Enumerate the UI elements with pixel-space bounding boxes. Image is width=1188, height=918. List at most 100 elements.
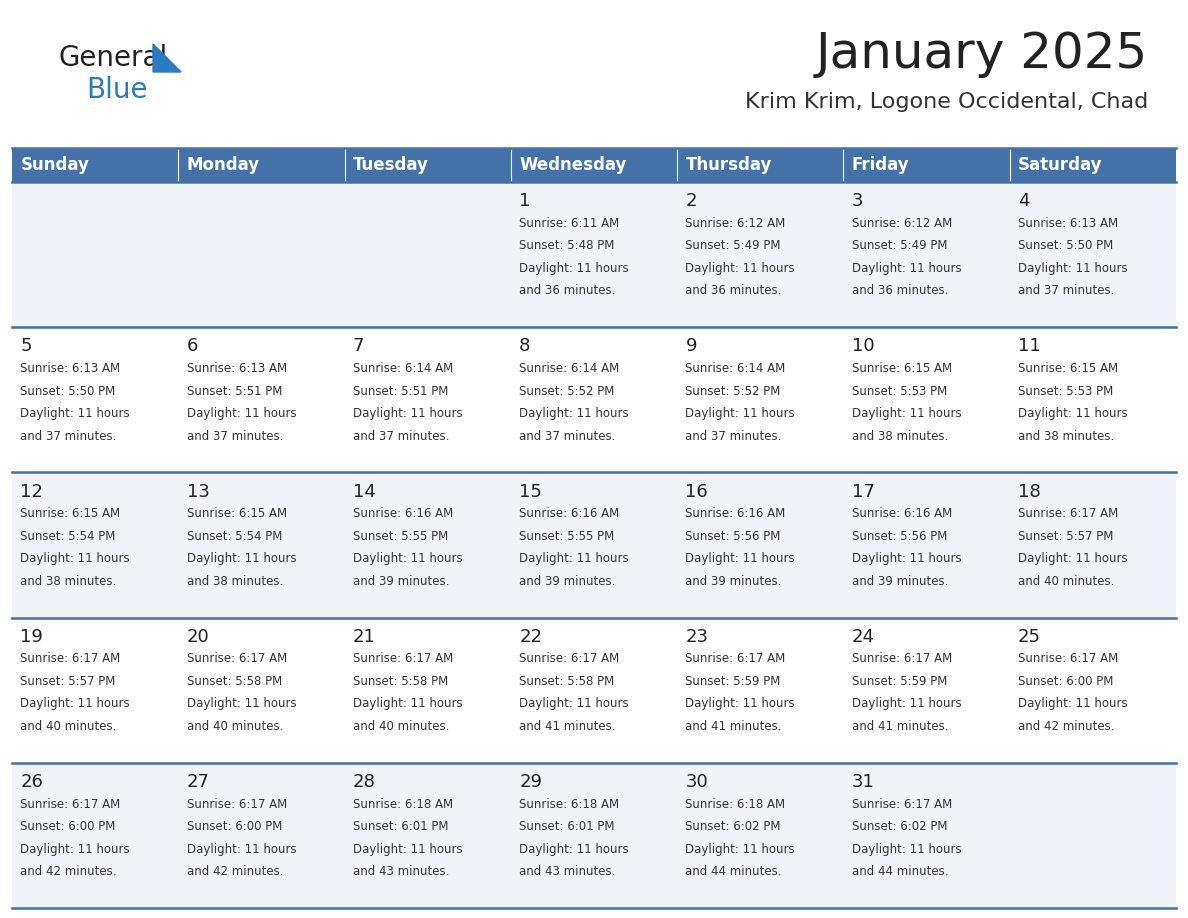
- Text: 8: 8: [519, 337, 531, 355]
- Bar: [345, 618, 511, 763]
- Text: Sunrise: 6:17 AM: Sunrise: 6:17 AM: [1018, 508, 1118, 521]
- Text: Sunset: 5:57 PM: Sunset: 5:57 PM: [20, 675, 115, 688]
- Text: Sunset: 5:54 PM: Sunset: 5:54 PM: [20, 530, 115, 543]
- Text: and 37 minutes.: and 37 minutes.: [519, 430, 615, 442]
- Text: Krim Krim, Logone Occidental, Chad: Krim Krim, Logone Occidental, Chad: [745, 92, 1148, 112]
- Bar: [843, 618, 1010, 763]
- Text: 23: 23: [685, 628, 708, 645]
- Text: Sunset: 6:01 PM: Sunset: 6:01 PM: [353, 820, 448, 834]
- Text: 16: 16: [685, 483, 708, 500]
- Text: Sunset: 6:02 PM: Sunset: 6:02 PM: [685, 820, 781, 834]
- Bar: [1010, 148, 1176, 182]
- Text: and 41 minutes.: and 41 minutes.: [852, 720, 948, 733]
- Bar: [843, 327, 1010, 473]
- Text: Sunrise: 6:17 AM: Sunrise: 6:17 AM: [187, 653, 286, 666]
- Text: Sunrise: 6:11 AM: Sunrise: 6:11 AM: [519, 217, 619, 230]
- Text: Daylight: 11 hours: Daylight: 11 hours: [1018, 262, 1127, 274]
- Text: Daylight: 11 hours: Daylight: 11 hours: [519, 843, 628, 856]
- Text: Daylight: 11 hours: Daylight: 11 hours: [685, 843, 795, 856]
- Text: 12: 12: [20, 483, 43, 500]
- Text: Sunrise: 6:14 AM: Sunrise: 6:14 AM: [353, 362, 453, 375]
- Text: 13: 13: [187, 483, 209, 500]
- Text: and 37 minutes.: and 37 minutes.: [20, 430, 116, 442]
- Text: Sunset: 5:54 PM: Sunset: 5:54 PM: [187, 530, 282, 543]
- Bar: [1010, 327, 1176, 473]
- Text: and 40 minutes.: and 40 minutes.: [1018, 575, 1114, 588]
- Text: Wednesday: Wednesday: [519, 156, 626, 174]
- Bar: [677, 618, 843, 763]
- Text: Daylight: 11 hours: Daylight: 11 hours: [1018, 553, 1127, 565]
- Text: Sunrise: 6:17 AM: Sunrise: 6:17 AM: [852, 653, 952, 666]
- Text: 27: 27: [187, 773, 209, 791]
- Text: Monday: Monday: [187, 156, 260, 174]
- Bar: [12, 763, 178, 908]
- Text: Sunset: 5:58 PM: Sunset: 5:58 PM: [187, 675, 282, 688]
- Bar: [511, 148, 677, 182]
- Text: Daylight: 11 hours: Daylight: 11 hours: [852, 407, 961, 420]
- Text: Sunset: 5:55 PM: Sunset: 5:55 PM: [519, 530, 614, 543]
- Text: Sunrise: 6:16 AM: Sunrise: 6:16 AM: [519, 508, 619, 521]
- Text: and 40 minutes.: and 40 minutes.: [187, 720, 283, 733]
- Text: Daylight: 11 hours: Daylight: 11 hours: [187, 553, 296, 565]
- Text: Sunrise: 6:17 AM: Sunrise: 6:17 AM: [519, 653, 619, 666]
- Text: 29: 29: [519, 773, 542, 791]
- Text: 11: 11: [1018, 337, 1041, 355]
- Text: Sunrise: 6:13 AM: Sunrise: 6:13 AM: [187, 362, 286, 375]
- Bar: [677, 327, 843, 473]
- Text: Saturday: Saturday: [1018, 156, 1102, 174]
- Bar: [178, 182, 345, 327]
- Text: and 36 minutes.: and 36 minutes.: [852, 285, 948, 297]
- Text: Friday: Friday: [852, 156, 909, 174]
- Text: January 2025: January 2025: [816, 30, 1148, 78]
- Bar: [843, 182, 1010, 327]
- Text: and 42 minutes.: and 42 minutes.: [20, 865, 116, 879]
- Text: Sunset: 5:53 PM: Sunset: 5:53 PM: [1018, 385, 1113, 397]
- Text: Sunrise: 6:17 AM: Sunrise: 6:17 AM: [20, 653, 120, 666]
- Text: Sunrise: 6:17 AM: Sunrise: 6:17 AM: [353, 653, 453, 666]
- Text: Daylight: 11 hours: Daylight: 11 hours: [852, 262, 961, 274]
- Text: Daylight: 11 hours: Daylight: 11 hours: [20, 843, 129, 856]
- Text: Sunrise: 6:17 AM: Sunrise: 6:17 AM: [20, 798, 120, 811]
- Text: 31: 31: [852, 773, 874, 791]
- Text: 4: 4: [1018, 192, 1030, 210]
- Bar: [178, 148, 345, 182]
- Text: Sunset: 5:52 PM: Sunset: 5:52 PM: [685, 385, 781, 397]
- Text: Sunrise: 6:14 AM: Sunrise: 6:14 AM: [685, 362, 785, 375]
- Text: Daylight: 11 hours: Daylight: 11 hours: [187, 843, 296, 856]
- Text: Sunset: 6:01 PM: Sunset: 6:01 PM: [519, 820, 614, 834]
- Bar: [511, 327, 677, 473]
- Text: 21: 21: [353, 628, 375, 645]
- Text: Daylight: 11 hours: Daylight: 11 hours: [685, 698, 795, 711]
- Bar: [1010, 763, 1176, 908]
- Text: Sunrise: 6:18 AM: Sunrise: 6:18 AM: [519, 798, 619, 811]
- Text: Daylight: 11 hours: Daylight: 11 hours: [353, 553, 462, 565]
- Bar: [677, 148, 843, 182]
- Text: 17: 17: [852, 483, 874, 500]
- Text: 2: 2: [685, 192, 697, 210]
- Text: Daylight: 11 hours: Daylight: 11 hours: [685, 407, 795, 420]
- Text: Sunset: 5:59 PM: Sunset: 5:59 PM: [685, 675, 781, 688]
- Text: and 43 minutes.: and 43 minutes.: [353, 865, 449, 879]
- Text: 25: 25: [1018, 628, 1041, 645]
- Text: and 39 minutes.: and 39 minutes.: [353, 575, 449, 588]
- Text: Sunrise: 6:13 AM: Sunrise: 6:13 AM: [20, 362, 120, 375]
- Text: and 44 minutes.: and 44 minutes.: [685, 865, 782, 879]
- Text: Daylight: 11 hours: Daylight: 11 hours: [353, 407, 462, 420]
- Text: and 38 minutes.: and 38 minutes.: [187, 575, 283, 588]
- Text: 9: 9: [685, 337, 697, 355]
- Bar: [511, 618, 677, 763]
- Text: Sunset: 5:56 PM: Sunset: 5:56 PM: [685, 530, 781, 543]
- Text: Daylight: 11 hours: Daylight: 11 hours: [20, 407, 129, 420]
- Text: Sunset: 5:51 PM: Sunset: 5:51 PM: [353, 385, 448, 397]
- Text: Daylight: 11 hours: Daylight: 11 hours: [20, 698, 129, 711]
- Text: and 42 minutes.: and 42 minutes.: [1018, 720, 1114, 733]
- Text: Daylight: 11 hours: Daylight: 11 hours: [519, 553, 628, 565]
- Bar: [345, 327, 511, 473]
- Text: Sunset: 5:51 PM: Sunset: 5:51 PM: [187, 385, 282, 397]
- Text: Sunrise: 6:17 AM: Sunrise: 6:17 AM: [187, 798, 286, 811]
- Text: Daylight: 11 hours: Daylight: 11 hours: [353, 698, 462, 711]
- Text: Daylight: 11 hours: Daylight: 11 hours: [20, 553, 129, 565]
- Bar: [12, 473, 178, 618]
- Text: Sunset: 5:50 PM: Sunset: 5:50 PM: [1018, 240, 1113, 252]
- Text: Daylight: 11 hours: Daylight: 11 hours: [852, 843, 961, 856]
